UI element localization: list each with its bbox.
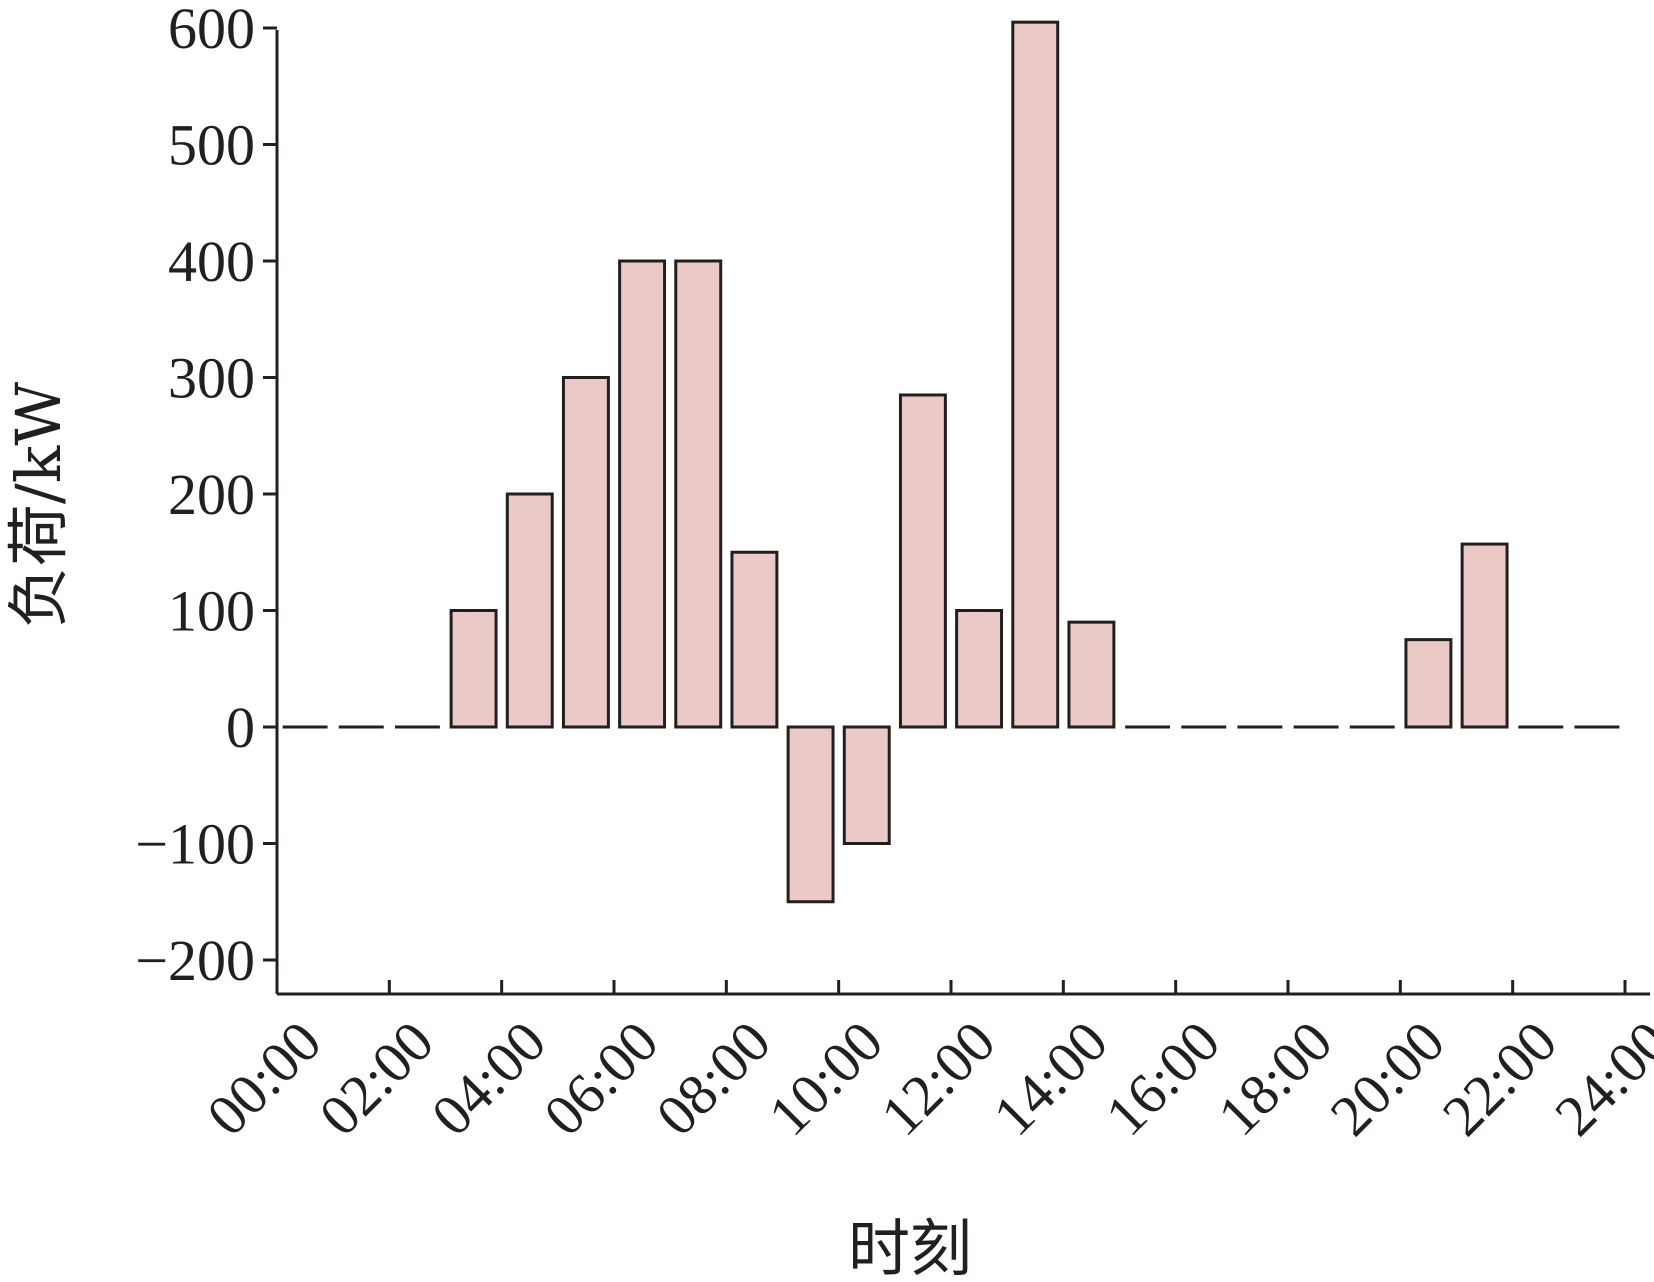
x-tick-label: 08:00 xyxy=(644,1009,783,1148)
x-tick-label: 02:00 xyxy=(307,1009,446,1148)
bar xyxy=(561,376,610,729)
x-tick-label: 16:00 xyxy=(1093,1009,1232,1148)
x-tick-label: 06:00 xyxy=(531,1009,670,1148)
bar xyxy=(1404,638,1453,729)
bar xyxy=(449,609,498,729)
x-tick-label: 14:00 xyxy=(981,1009,1120,1148)
y-tick-label: 500 xyxy=(168,113,255,178)
bar xyxy=(842,725,891,845)
bar xyxy=(674,259,723,729)
bar xyxy=(898,393,947,729)
x-tick-label: 18:00 xyxy=(1205,1009,1344,1148)
bar xyxy=(786,725,835,904)
x-tick-label: 22:00 xyxy=(1430,1009,1569,1148)
bar xyxy=(955,609,1004,729)
x-tick-label: 20:00 xyxy=(1318,1009,1457,1148)
x-tick-label: 24:00 xyxy=(1542,1009,1654,1148)
bar xyxy=(505,492,554,729)
x-axis-title: 时刻 xyxy=(848,1212,972,1282)
y-tick-label: −200 xyxy=(135,928,255,993)
axes-group xyxy=(263,26,1650,996)
bars-group xyxy=(282,20,1620,904)
y-axis-title: 负荷/kW xyxy=(2,382,75,628)
y-tick-label: 0 xyxy=(226,695,255,760)
y-tick-label: 600 xyxy=(168,0,255,61)
y-tick-label: 400 xyxy=(168,229,255,294)
y-tick-label: 200 xyxy=(168,462,255,527)
x-tick-label: 04:00 xyxy=(419,1009,558,1148)
y-tick-label: 100 xyxy=(168,579,255,644)
x-tick-label: 10:00 xyxy=(756,1009,895,1148)
bar xyxy=(1460,542,1509,729)
x-tick-label: 12:00 xyxy=(868,1009,1007,1148)
bar xyxy=(1011,20,1060,729)
bar xyxy=(1067,620,1116,729)
bar xyxy=(730,550,779,729)
y-tick-label: −100 xyxy=(135,812,255,877)
y-tick-label: 300 xyxy=(168,346,255,411)
tick-labels-group: 600 500 400 300 200 100 0 −100 −200 00:0002:0004:… xyxy=(135,0,1654,1148)
bar xyxy=(618,259,667,729)
x-tick-label: 00:00 xyxy=(194,1009,333,1148)
